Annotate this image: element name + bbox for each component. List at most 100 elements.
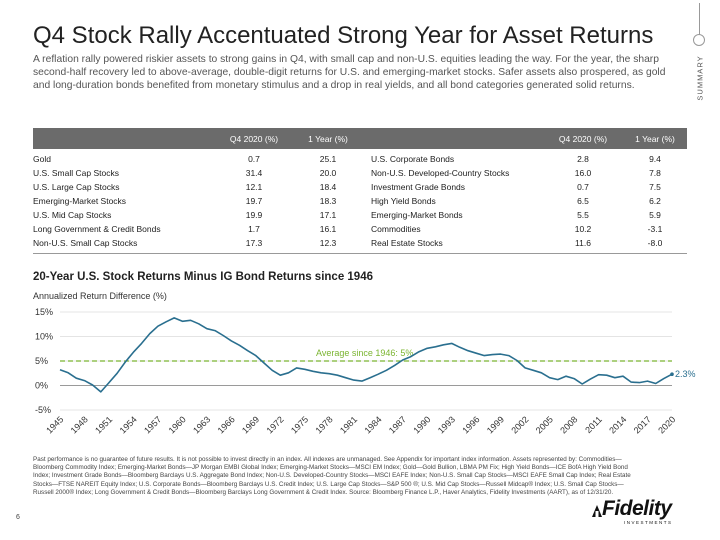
q4-return: 6.5 <box>577 196 589 206</box>
year-return: 20.0 <box>319 168 337 178</box>
asset-name: Gold <box>33 154 51 164</box>
year-return: 5.9 <box>649 210 661 220</box>
asset-name: U.S. Corporate Bonds <box>371 154 455 164</box>
table-row: Non-U.S. Small Cap Stocks 17.3 12.3 Real… <box>33 237 687 251</box>
table-row: Emerging-Market Stocks 19.7 18.3 High Yi… <box>33 195 687 209</box>
x-tick-label: 2020 <box>656 414 677 435</box>
x-tick-label: 1996 <box>460 414 481 435</box>
footnote: Past performance is no guarantee of futu… <box>33 456 631 496</box>
asset-name: High Yield Bonds <box>371 196 436 206</box>
x-tick-label: 1969 <box>240 414 261 435</box>
asset-name: U.S. Large Cap Stocks <box>33 182 120 192</box>
side-circle-icon <box>693 34 705 46</box>
x-tick-label: 2002 <box>509 414 530 435</box>
page-subtitle: A reflation rally powered riskier assets… <box>33 54 666 91</box>
average-label: Average since 1946: 5% <box>316 348 413 358</box>
x-tick-label: 2014 <box>607 414 628 435</box>
x-tick-label: 1981 <box>338 414 359 435</box>
q4-return: 16.0 <box>574 168 592 178</box>
fidelity-mark-icon <box>592 505 602 517</box>
header-q4-left: Q4 2020 (%) <box>229 134 279 144</box>
x-tick-label: 2005 <box>534 414 555 435</box>
year-return: 25.1 <box>319 154 337 164</box>
x-tick-label: 1954 <box>118 414 139 435</box>
q4-return: 10.2 <box>574 224 592 234</box>
header-year-left: 1 Year (%) <box>308 134 348 144</box>
x-tick-label: 1984 <box>362 414 383 435</box>
q4-return: 19.7 <box>245 196 263 206</box>
header-q4-right: Q4 2020 (%) <box>558 134 608 144</box>
x-tick-label: 1960 <box>167 414 188 435</box>
asset-name: Non-U.S. Small Cap Stocks <box>33 238 138 248</box>
table-row: U.S. Mid Cap Stocks 19.9 17.1 Emerging-M… <box>33 209 687 223</box>
q4-return: 12.1 <box>245 182 263 192</box>
y-tick-label: -5% <box>35 405 51 415</box>
year-return: 7.5 <box>649 182 661 192</box>
x-tick-label: 1999 <box>485 414 506 435</box>
q4-return: 17.3 <box>245 238 263 248</box>
side-divider <box>699 3 700 43</box>
q4-return: 31.4 <box>245 168 263 178</box>
q4-return: 2.8 <box>577 154 589 164</box>
asset-name: Commodities <box>371 224 421 234</box>
end-value-label: 2.3% <box>675 369 696 379</box>
year-return: 17.1 <box>319 210 337 220</box>
stock-bond-return-chart: -5%0%5%10%15%1945 1948 1951 1954 1957 1960 196… <box>35 307 696 436</box>
page-number: 6 <box>16 514 20 521</box>
chart-y-label: Annualized Return Difference (%) <box>33 291 167 301</box>
x-tick-label: 1945 <box>44 414 65 435</box>
x-tick-label: 1978 <box>313 414 334 435</box>
y-tick-label: 5% <box>35 356 48 366</box>
table-row: U.S. Small Cap Stocks 31.4 20.0 Non-U.S.… <box>33 167 687 181</box>
table-row: Gold 0.7 25.1 U.S. Corporate Bonds 2.8 9… <box>33 153 687 167</box>
x-tick-label: 1957 <box>142 414 163 435</box>
page-title: Q4 Stock Rally Accentuated Strong Year f… <box>33 22 654 49</box>
x-tick-label: 1975 <box>289 414 310 435</box>
asset-name: Real Estate Stocks <box>371 238 443 248</box>
section-label: SUMMARY <box>690 40 710 115</box>
returns-table: Gold 0.7 25.1 U.S. Corporate Bonds 2.8 9… <box>33 153 687 251</box>
table-row: U.S. Large Cap Stocks 12.1 18.4 Investme… <box>33 181 687 195</box>
asset-name: Non-U.S. Developed-Country Stocks <box>371 168 510 178</box>
fidelity-logo: Fidelity INVESTMENTS <box>588 497 692 527</box>
section-label-text: SUMMARY <box>695 54 705 101</box>
year-return: 7.8 <box>649 168 661 178</box>
x-tick-label: 2017 <box>632 414 653 435</box>
asset-name: U.S. Mid Cap Stocks <box>33 210 112 220</box>
series-line <box>59 317 673 393</box>
q4-return: 0.7 <box>248 154 260 164</box>
q4-return: 11.6 <box>575 238 591 248</box>
x-tick-label: 1993 <box>436 414 457 435</box>
x-tick-label: 2011 <box>583 414 604 435</box>
year-return: 18.3 <box>319 196 337 206</box>
logo-tagline: INVESTMENTS <box>624 520 673 525</box>
series-end-point <box>670 372 674 377</box>
y-tick-label: 15% <box>35 307 53 317</box>
year-return: 9.4 <box>649 154 661 164</box>
x-tick-label: 2008 <box>558 414 579 435</box>
year-return: 16.1 <box>319 224 337 234</box>
logo-wordmark: Fidelity <box>602 497 672 520</box>
x-tick-label: 1948 <box>69 414 90 435</box>
x-tick-label: 1966 <box>216 414 237 435</box>
q4-return: 5.5 <box>577 210 589 220</box>
q4-return: 0.7 <box>577 182 589 192</box>
x-tick-label: 1963 <box>191 414 212 435</box>
table-divider <box>33 253 687 254</box>
chart-title: 20-Year U.S. Stock Returns Minus IG Bond… <box>33 271 373 283</box>
asset-name: Long Government & Credit Bonds <box>33 224 161 234</box>
year-return: -3.1 <box>647 224 663 234</box>
q4-return: 19.9 <box>245 210 263 220</box>
year-return: 18.4 <box>319 182 337 192</box>
x-tick-label: 1972 <box>264 414 285 435</box>
x-tick-label: 1987 <box>387 414 408 435</box>
year-return: 6.2 <box>649 196 661 206</box>
year-return: -8.0 <box>647 238 663 248</box>
y-tick-label: 10% <box>35 332 53 342</box>
x-tick-label: 1990 <box>411 414 432 435</box>
asset-name: Investment Grade Bonds <box>371 182 466 192</box>
x-tick-label: 1951 <box>93 414 114 435</box>
asset-name: U.S. Small Cap Stocks <box>33 168 119 178</box>
asset-name: Emerging-Market Stocks <box>33 196 127 206</box>
q4-return: 1.7 <box>248 224 260 234</box>
